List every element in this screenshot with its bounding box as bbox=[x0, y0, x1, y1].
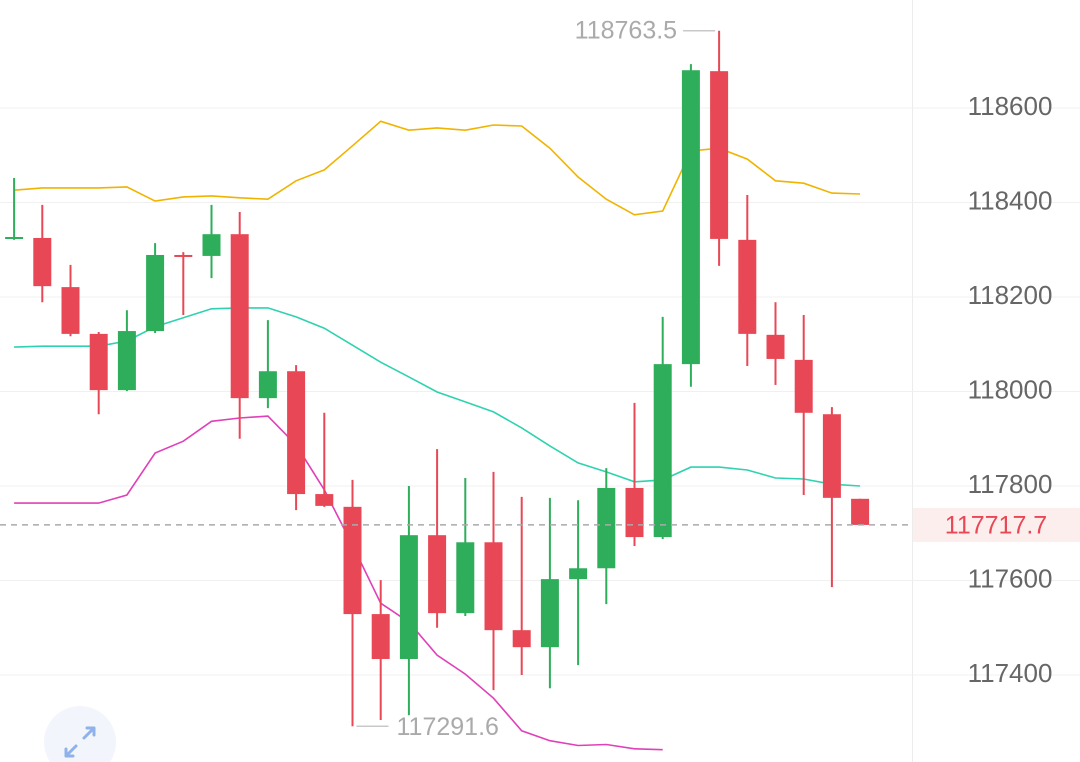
candle-body bbox=[766, 334, 785, 359]
candle-body bbox=[625, 487, 644, 538]
candle-body bbox=[146, 254, 165, 332]
price-tag bbox=[913, 507, 1080, 542]
candle-body bbox=[456, 542, 475, 614]
candle-body bbox=[315, 494, 334, 506]
candle-body bbox=[653, 364, 672, 538]
candle-body bbox=[484, 542, 503, 631]
candle-body bbox=[399, 535, 418, 659]
candle-body bbox=[597, 487, 616, 569]
y-tick-label: 118200 bbox=[968, 280, 1053, 310]
candle-body bbox=[230, 234, 249, 399]
y-tick-label: 117800 bbox=[968, 469, 1053, 499]
price-label: 117717.7 bbox=[945, 512, 1047, 540]
grid bbox=[0, 107, 1080, 676]
candles bbox=[5, 30, 870, 727]
candle-body bbox=[287, 371, 306, 495]
candle-body bbox=[371, 614, 390, 659]
max-label: 118763.5 bbox=[575, 16, 677, 44]
min-label: 117291.6 bbox=[397, 713, 499, 741]
candle-body bbox=[33, 237, 52, 287]
candle-body bbox=[710, 71, 729, 239]
y-tick-label: 118000 bbox=[968, 374, 1053, 404]
y-tick-label: 118400 bbox=[968, 185, 1053, 215]
candle-body bbox=[61, 287, 80, 334]
candle-body bbox=[174, 254, 193, 257]
candle-body bbox=[428, 535, 447, 614]
expand-button[interactable] bbox=[44, 706, 116, 762]
candle-body bbox=[258, 371, 277, 399]
candle-body bbox=[822, 414, 841, 498]
candle-body bbox=[851, 498, 870, 525]
y-tick-label: 118600 bbox=[968, 91, 1053, 121]
candle-body bbox=[512, 630, 531, 648]
candle-body bbox=[569, 568, 588, 580]
y-tick-label: 117400 bbox=[968, 658, 1053, 688]
candle-body bbox=[117, 331, 136, 391]
band-line bbox=[14, 415, 663, 751]
candle-body bbox=[738, 239, 757, 334]
candle-body bbox=[202, 234, 221, 256]
candle-body bbox=[794, 359, 813, 413]
overlay: 117400 117600 117800 118000 118200 118400 1186… bbox=[0, 16, 1080, 741]
candle-body bbox=[343, 506, 362, 615]
y-tick-label: 117600 bbox=[968, 563, 1053, 593]
candle-body bbox=[540, 579, 559, 648]
candle-body bbox=[681, 70, 700, 365]
candle-body bbox=[5, 237, 24, 240]
candle-body bbox=[89, 333, 108, 391]
